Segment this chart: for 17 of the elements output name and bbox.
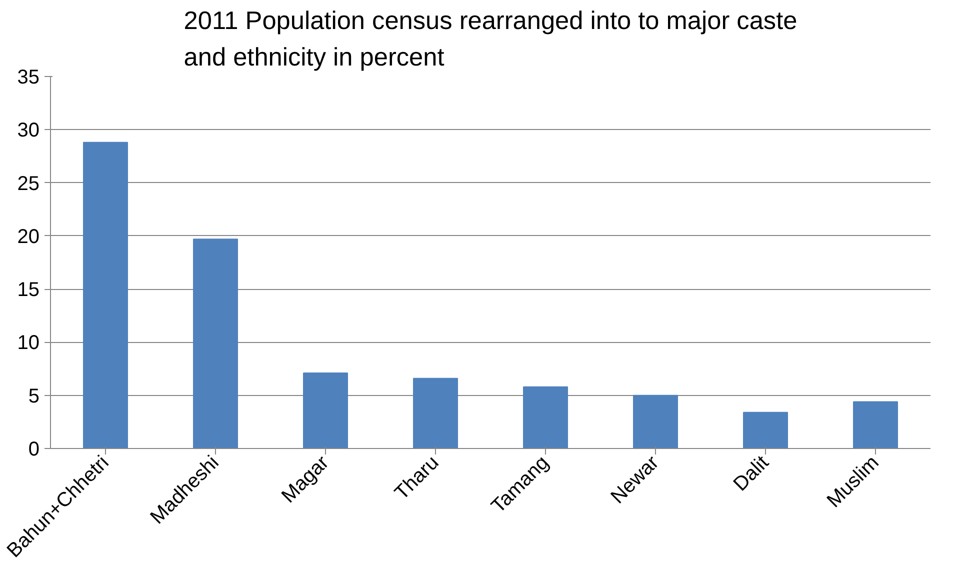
bar (303, 372, 348, 448)
bar (413, 378, 458, 448)
y-tick-label: 35 (17, 66, 40, 88)
y-tick-label: 10 (17, 332, 40, 354)
y-tick-label: 0 (28, 438, 40, 460)
bar (743, 412, 788, 448)
bar (193, 238, 238, 448)
bar (83, 142, 128, 448)
bar (853, 401, 898, 448)
y-tick-label: 5 (28, 385, 40, 408)
chart-title: 2011 Population census rearranged into to major caste and ethnicity in percent (184, 7, 798, 72)
bar (633, 394, 678, 448)
bar (523, 386, 568, 448)
y-tick-label: 15 (17, 279, 40, 302)
y-tick-label: 30 (17, 120, 40, 142)
y-tick-label: 20 (17, 226, 40, 248)
y-tick-label: 25 (17, 172, 40, 195)
